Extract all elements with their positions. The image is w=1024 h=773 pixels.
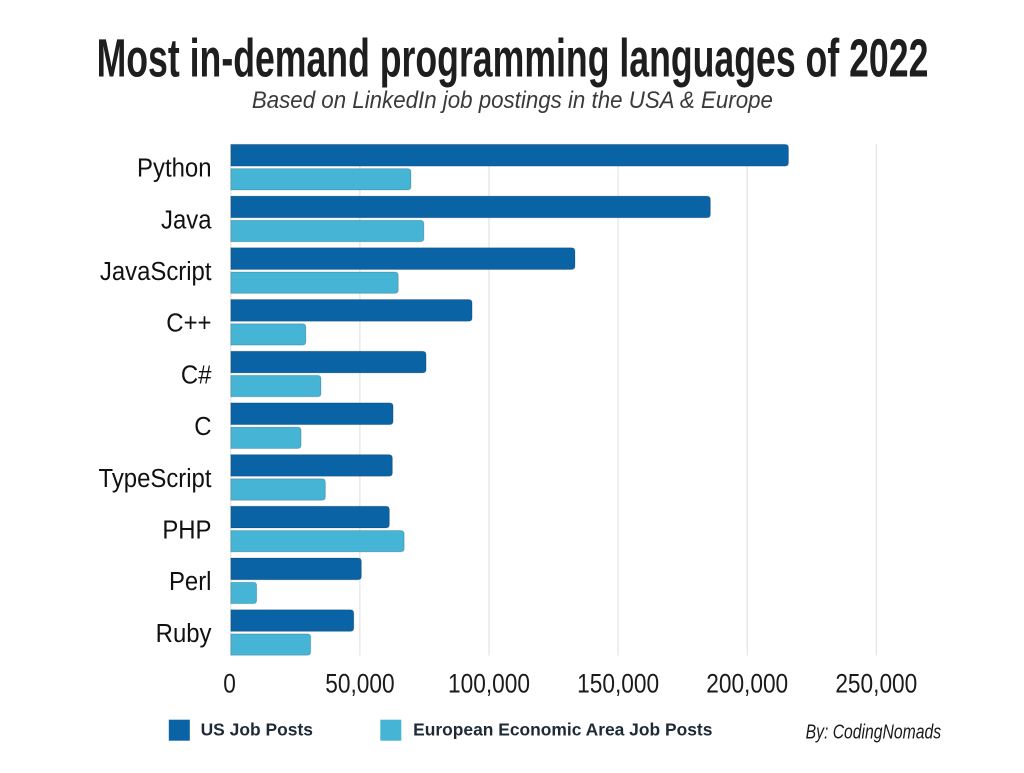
svg-text:Ruby: Ruby <box>156 619 212 648</box>
svg-text:C#: C# <box>181 361 212 390</box>
svg-text:By: CodingNomads: By: CodingNomads <box>806 722 942 744</box>
svg-text:C++: C++ <box>166 309 211 338</box>
svg-text:Most in-demand programming lan: Most in-demand programming languages of … <box>97 29 929 89</box>
svg-text:JavaScript: JavaScript <box>100 257 212 286</box>
svg-text:C: C <box>194 412 211 441</box>
svg-text:150,000: 150,000 <box>577 668 659 698</box>
svg-text:European Economic Area Job Pos: European Economic Area Job Posts <box>413 720 713 740</box>
svg-text:PHP: PHP <box>162 516 211 545</box>
svg-text:50,000: 50,000 <box>325 668 394 698</box>
svg-text:200,000: 200,000 <box>706 668 788 698</box>
svg-text:TypeScript: TypeScript <box>99 464 212 493</box>
svg-text:250,000: 250,000 <box>835 668 917 698</box>
svg-text:Java: Java <box>161 205 212 234</box>
svg-text:Perl: Perl <box>169 567 212 596</box>
svg-text:Based on LinkedIn job postings: Based on LinkedIn job postings in the US… <box>252 87 773 114</box>
svg-text:Python: Python <box>137 154 211 183</box>
svg-text:100,000: 100,000 <box>448 668 530 698</box>
svg-text:0: 0 <box>223 668 236 698</box>
svg-text:US Job Posts: US Job Posts <box>201 720 314 740</box>
